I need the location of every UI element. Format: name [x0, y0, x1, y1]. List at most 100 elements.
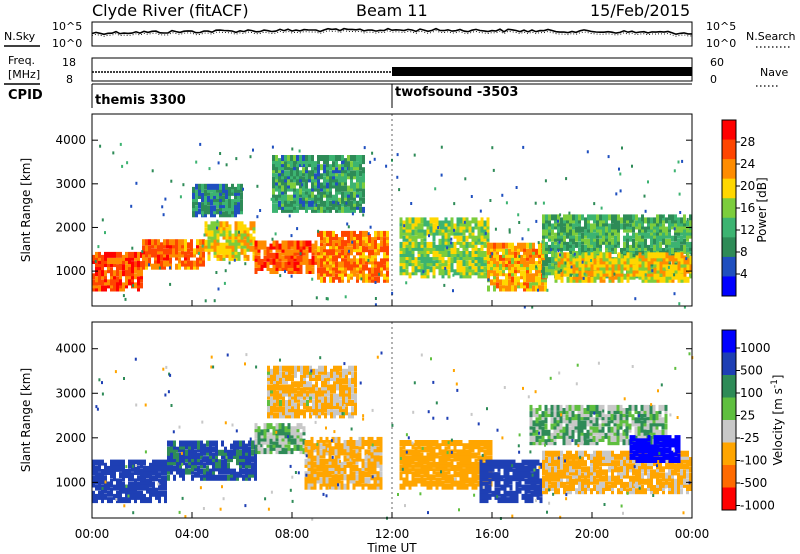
echo-cell: [332, 243, 335, 250]
echo-cell: [228, 261, 231, 265]
echo-cell: [329, 276, 332, 283]
echo-cell: [284, 265, 288, 271]
echo-cell: [110, 267, 113, 274]
echo-cell: [167, 449, 170, 456]
echo-cell: [441, 468, 445, 475]
echo-cell: [615, 192, 618, 196]
echo-cell: [230, 453, 233, 459]
echo-cell: [224, 474, 227, 481]
echo-cell: [673, 227, 676, 231]
echo-cell: [554, 244, 557, 251]
echo-cell: [491, 146, 494, 150]
echo-cell: [273, 387, 276, 394]
echo-cell: [101, 497, 104, 504]
echo-cell: [614, 248, 617, 254]
echo-cell: [578, 214, 581, 221]
echo-cell: [312, 393, 315, 400]
echo-cell: [353, 240, 356, 247]
echo-cell: [480, 272, 484, 279]
echo-cell: [344, 258, 347, 265]
echo-cell: [608, 252, 612, 259]
echo-cell: [626, 270, 630, 277]
echo-cell: [444, 269, 448, 276]
echo-cell: [116, 478, 119, 485]
echo-cell: [341, 164, 344, 171]
echo-cell: [453, 480, 457, 487]
echo-cell: [352, 474, 356, 481]
echo-cell: [240, 221, 244, 228]
echo-cell: [275, 185, 278, 192]
echo-cell: [276, 365, 279, 372]
echo-cell: [352, 458, 356, 465]
echo-cell: [575, 261, 579, 268]
echo-cell: [225, 233, 229, 240]
echo-cell: [341, 197, 344, 204]
echo-cell: [673, 292, 676, 296]
echo-cell: [243, 248, 247, 255]
echo-cell: [125, 264, 128, 271]
echo-cell: [459, 440, 463, 446]
echo-cell: [644, 226, 647, 233]
echo-cell: [227, 465, 230, 472]
echo-cell: [98, 459, 101, 466]
echo-cell: [477, 226, 481, 233]
echo-cell: [273, 400, 276, 406]
echo-cell: [263, 438, 267, 445]
echo-cell: [291, 409, 294, 416]
echo-cell: [107, 481, 110, 488]
echo-cell: [329, 267, 332, 274]
echo-cell: [408, 458, 412, 465]
echo-cell: [402, 449, 406, 456]
echo-cell: [341, 230, 344, 237]
echo-cell: [453, 241, 457, 248]
echo-cell: [317, 203, 320, 210]
echo-cell: [304, 483, 308, 490]
echo-cell: [125, 497, 128, 504]
echo-cell: [231, 199, 234, 206]
echo-cell: [134, 484, 137, 491]
echo-cell: [294, 406, 297, 413]
echo-cell: [305, 155, 308, 161]
echo-cell: [134, 478, 137, 485]
echo-cell: [572, 232, 575, 239]
echo-cell: [197, 471, 200, 478]
echo-cell: [254, 240, 258, 247]
echo-cell: [611, 241, 614, 248]
echo-cell: [318, 365, 321, 372]
echo-cell: [335, 273, 338, 280]
noise-right-tick-top: 10^5: [706, 20, 736, 33]
echo-cell: [339, 409, 342, 416]
echo-cell: [453, 269, 457, 276]
echo-cell: [324, 412, 327, 419]
cpid-panel: CPID themis 3300 twofsound -3503: [8, 83, 692, 108]
echo-cell: [134, 481, 137, 488]
echo-cell: [338, 179, 341, 186]
echo-cell: [257, 438, 261, 445]
echo-cell: [456, 452, 460, 459]
echo-cell: [438, 254, 442, 261]
echo-cell: [307, 443, 311, 450]
echo-cell: [411, 465, 415, 471]
echo-cell: [486, 217, 490, 224]
echo-cell: [647, 217, 650, 224]
echo-cell: [420, 238, 424, 245]
echo-cell: [185, 453, 188, 459]
echo-cell: [361, 477, 365, 484]
echo-cell: [197, 465, 200, 472]
echo-cell: [581, 270, 585, 277]
echo-cell: [358, 440, 362, 446]
echo-cell: [462, 260, 466, 267]
echo-cell: [541, 251, 544, 258]
echo-cell: [200, 474, 203, 481]
echo-cell: [319, 443, 323, 450]
echo-cell: [399, 465, 403, 471]
echo-cell: [560, 270, 564, 277]
echo-cell: [288, 371, 291, 378]
echo-cell: [291, 393, 294, 400]
echo-cell: [263, 261, 267, 268]
echo-cell: [678, 245, 681, 249]
echo-cell: [429, 241, 433, 248]
echo-cell: [584, 220, 587, 227]
echo-cell: [321, 406, 324, 413]
echo-cell: [315, 390, 318, 397]
